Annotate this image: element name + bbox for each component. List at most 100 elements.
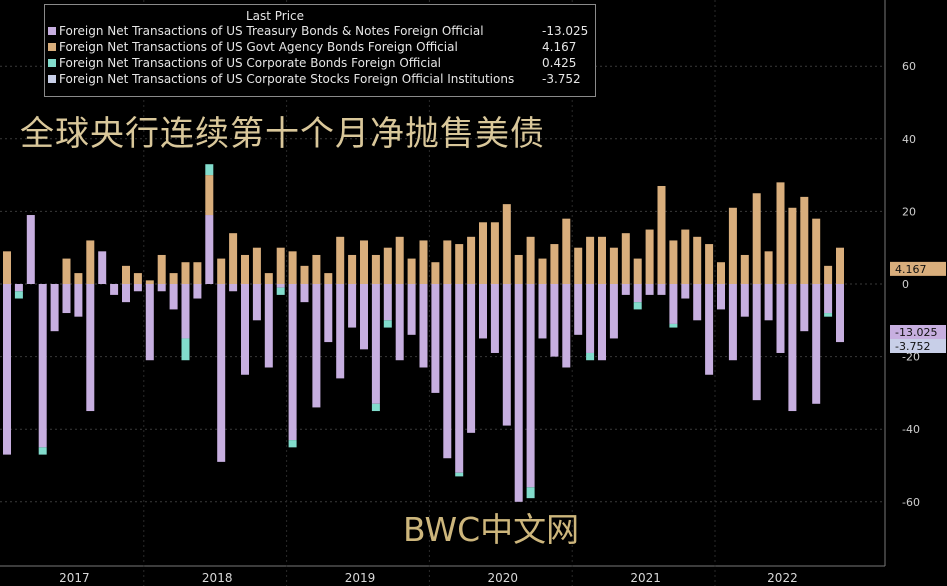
bar — [348, 254, 357, 284]
bar — [300, 265, 309, 284]
y-tick-label: -20 — [902, 351, 920, 364]
bar — [300, 284, 309, 303]
bar — [776, 182, 785, 284]
bar — [205, 164, 214, 176]
legend-item: Foreign Net Transactions of US Treasury … — [45, 23, 595, 39]
bar — [740, 284, 749, 317]
bar — [193, 284, 202, 299]
x-tick-label: 2018 — [202, 571, 233, 585]
bar — [86, 240, 95, 284]
bar — [252, 284, 261, 321]
bar — [360, 284, 368, 350]
bar — [609, 247, 618, 284]
bar — [717, 262, 725, 284]
legend-swatch — [48, 27, 56, 35]
bar — [764, 251, 773, 284]
bar — [276, 247, 285, 284]
bar — [574, 284, 583, 335]
x-tick-label: 2017 — [59, 571, 90, 585]
bar — [217, 284, 226, 462]
bar — [181, 262, 190, 284]
bar — [62, 284, 71, 314]
bar — [288, 284, 297, 441]
legend-header: Last Price — [245, 9, 305, 23]
bar — [360, 240, 368, 284]
bar — [181, 284, 190, 339]
bar — [824, 284, 833, 314]
bar — [443, 284, 452, 459]
legend-label: Foreign Net Transactions of US Treasury … — [59, 24, 484, 38]
bar — [633, 302, 642, 310]
bar — [836, 284, 844, 343]
bar — [383, 247, 392, 284]
bar — [669, 284, 678, 324]
legend-swatch — [48, 59, 56, 67]
bar — [705, 284, 714, 375]
bar — [122, 284, 130, 303]
bar — [371, 284, 380, 404]
bar — [14, 284, 23, 292]
y-axis: 60 40 20 0 -20 -40 -60 — [884, 0, 920, 566]
bar — [598, 284, 606, 361]
bar — [800, 196, 809, 284]
y-tick-label: -60 — [902, 496, 920, 509]
bar — [502, 204, 511, 284]
bar — [574, 247, 583, 284]
bar — [609, 284, 618, 339]
bars — [3, 164, 844, 502]
bar — [550, 284, 559, 357]
legend-label: Foreign Net Transactions of US Govt Agen… — [59, 40, 458, 54]
bar — [74, 284, 83, 317]
bar — [812, 284, 821, 404]
bar — [383, 320, 392, 328]
bar — [669, 323, 678, 328]
x-tick-label: 2022 — [767, 571, 798, 585]
bar — [336, 236, 345, 284]
bar — [157, 254, 166, 284]
bar — [538, 258, 547, 284]
y-tick-label: -40 — [902, 423, 920, 436]
bar — [193, 262, 202, 284]
watermark: BWC中文网 — [403, 510, 580, 549]
bar — [133, 284, 142, 292]
bar — [229, 233, 238, 284]
bar — [324, 284, 333, 343]
legend: Last Price Foreign Net Transactions of U… — [44, 4, 596, 97]
bar — [169, 273, 178, 284]
bar — [455, 472, 464, 477]
bar — [26, 215, 35, 284]
bar — [38, 447, 47, 455]
last-value-tag — [890, 261, 946, 276]
bar — [502, 284, 511, 426]
bar — [407, 258, 416, 284]
bar — [562, 284, 571, 368]
bar — [550, 244, 559, 284]
bar — [467, 284, 476, 433]
bar — [86, 284, 95, 412]
bar — [312, 254, 321, 284]
bar — [431, 284, 440, 393]
bar — [276, 284, 285, 288]
bar — [728, 284, 737, 361]
bar — [788, 284, 797, 412]
bar — [490, 222, 499, 284]
bar — [479, 284, 487, 339]
bar — [336, 284, 345, 379]
bar — [62, 258, 71, 284]
bar — [717, 284, 725, 310]
bar — [157, 284, 166, 292]
bar — [633, 258, 642, 284]
x-tick-label: 2021 — [630, 571, 661, 585]
bar — [705, 244, 714, 284]
legend-label: Foreign Net Transactions of US Corporate… — [59, 72, 515, 86]
bar — [526, 487, 535, 499]
bar — [419, 240, 428, 284]
bar — [645, 284, 654, 295]
bar — [836, 247, 844, 284]
bar — [514, 284, 523, 502]
y-tick-label: 0 — [902, 278, 909, 291]
bar — [693, 284, 702, 321]
bar — [752, 284, 761, 401]
y-tick-label: 60 — [902, 60, 916, 73]
